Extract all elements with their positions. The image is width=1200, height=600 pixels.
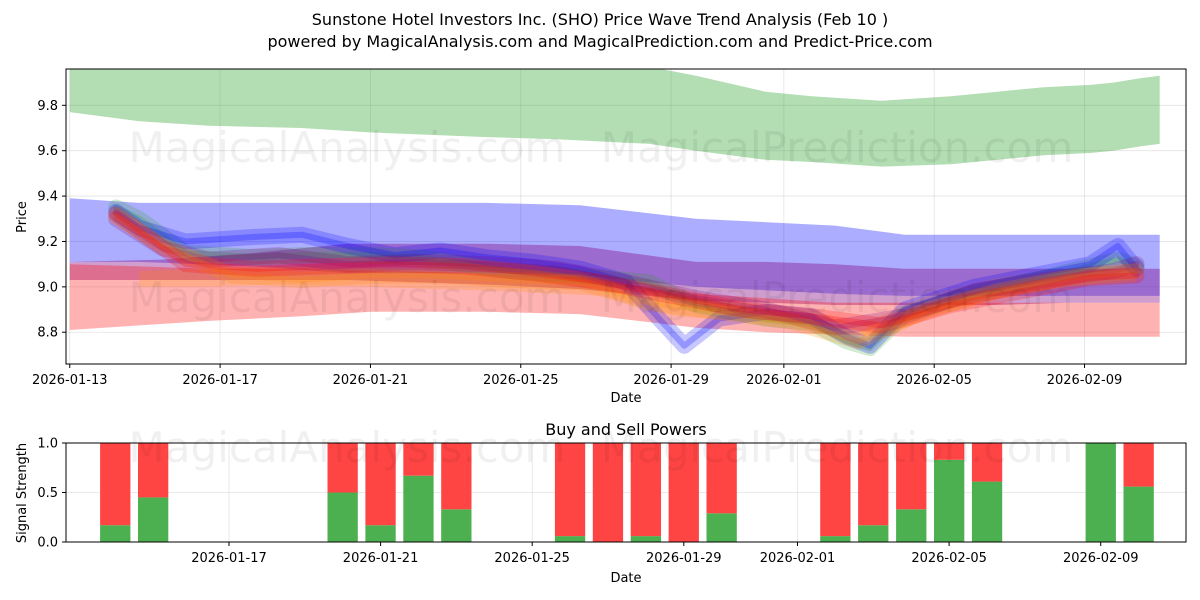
price-x-tick-label: 2026-01-25 (483, 373, 559, 388)
signal-y-tick-label: 0.5 (37, 486, 58, 501)
price-y-tick-label: 9.8 (37, 99, 58, 114)
sell-bar (365, 443, 396, 526)
price-x-tick-label: 2026-02-01 (746, 373, 822, 388)
sell-bar (971, 443, 1003, 482)
buy-bar (1123, 486, 1154, 542)
price-y-tick-label: 9.0 (37, 280, 58, 295)
price-gridlines (66, 69, 1186, 364)
blue-price-wave-core (113, 209, 1140, 349)
signal-y-axis: 0.0 0.5 1.0 (37, 437, 66, 551)
sell-bar (820, 443, 851, 537)
buy-bar (441, 509, 472, 542)
orange-forecast-band (139, 264, 1137, 349)
price-x-tick-label: 2026-01-21 (333, 373, 409, 388)
red-forecast-band (69, 264, 1160, 337)
buy-bar (327, 492, 358, 542)
signal-x-tick-label: 2026-01-17 (191, 551, 267, 566)
sell-bar (668, 443, 699, 542)
price-x-axis-label: Date (610, 391, 641, 406)
price-x-tick-label: 2026-01-17 (182, 373, 258, 388)
buy-bar (554, 536, 586, 542)
price-plot-frame (65, 68, 1187, 365)
price-y-tick-label: 9.6 (37, 144, 58, 159)
watermark-bottom-right: MagicalPrediction.com (601, 423, 1074, 472)
signal-y-tick-label: 0.0 (37, 536, 58, 551)
buy-bar (630, 536, 661, 542)
signal-x-tick-label: 2026-01-29 (646, 551, 722, 566)
signal-x-tick-label: 2026-02-09 (1063, 551, 1139, 566)
buy-bar (896, 509, 927, 542)
watermark-mid-left: MagicalAnalysis.com (129, 273, 566, 322)
price-panel: MagicalAnalysis.com MagicalPrediction.co… (15, 68, 1187, 406)
price-x-tick-label: 2026-01-29 (633, 373, 709, 388)
price-x-tick-label: 2026-02-09 (1047, 373, 1123, 388)
signal-panel-title: Buy and Sell Powers (545, 420, 707, 439)
buy-bar (858, 525, 889, 542)
chart-title-line2: powered by MagicalAnalysis.com and Magic… (267, 32, 932, 51)
purple-price-wave-core (113, 215, 1140, 331)
price-x-tick-label: 2026-01-13 (32, 373, 108, 388)
sell-bar (554, 443, 586, 537)
buy-bar (100, 525, 131, 542)
signal-y-tick-label: 1.0 (37, 437, 58, 452)
orange-price-wave-core (113, 213, 1140, 345)
forecast-bands (69, 69, 1160, 349)
green-price-wave (108, 199, 1145, 357)
sell-bar (934, 443, 965, 460)
signal-x-tick-label: 2026-02-01 (760, 551, 836, 566)
sell-bar (630, 443, 661, 537)
buy-bar (365, 525, 396, 542)
price-y-axis-label: Price (15, 201, 30, 233)
buy-bar (138, 497, 169, 542)
orange-price-wave (108, 208, 1145, 350)
green-price-wave-core (113, 204, 1140, 352)
blue-price-wave (108, 204, 1145, 354)
watermark-top-right: MagicalPrediction.com (601, 123, 1074, 172)
price-y-tick-label: 9.4 (37, 190, 58, 205)
price-waves (108, 199, 1145, 357)
red-price-wave-core (113, 211, 1140, 329)
sell-bar (592, 443, 624, 542)
sell-bar (441, 443, 472, 510)
buy-bar (1085, 443, 1116, 542)
signal-x-axis-label: Date (610, 571, 641, 586)
signal-y-axis-label: Signal Strength (15, 443, 30, 543)
buy-bar (706, 513, 737, 542)
signal-x-tick-label: 2026-01-21 (343, 551, 419, 566)
signal-panel: Buy and Sell Powers MagicalAnalysis.com … (15, 420, 1187, 586)
sell-bar (896, 443, 927, 510)
sell-bar (403, 443, 434, 476)
red-price-wave (108, 206, 1145, 334)
purple-forecast-band (69, 243, 1160, 305)
sell-bar (1123, 443, 1154, 487)
chart-title-line1: Sunstone Hotel Investors Inc. (SHO) Pric… (312, 10, 888, 29)
sell-bar (858, 443, 889, 526)
price-y-tick-label: 9.2 (37, 235, 58, 250)
buy-bar (403, 475, 434, 542)
green-forecast-band (69, 69, 1160, 167)
price-y-axis: 8.8 9.0 9.2 9.4 9.6 9.8 (37, 99, 66, 341)
signal-x-tick-label: 2026-01-25 (494, 551, 570, 566)
watermark-bottom-left: MagicalAnalysis.com (129, 423, 566, 472)
price-y-tick-label: 8.8 (37, 326, 58, 341)
signal-bars (100, 443, 1154, 542)
signal-x-axis: 2026-01-17 2026-01-21 2026-01-25 2026-01-29… (191, 542, 1139, 566)
purple-price-wave (108, 210, 1145, 336)
buy-bar (971, 481, 1003, 542)
price-x-axis: 2026-01-13 2026-01-17 2026-01-21 2026-01-25… (32, 364, 1122, 388)
sell-bar (100, 443, 131, 526)
watermark-top-left: MagicalAnalysis.com (129, 123, 566, 172)
watermark-mid-right: MagicalPrediction.com (601, 273, 1074, 322)
buy-bar (820, 536, 851, 542)
buy-bar (934, 459, 965, 542)
sell-bar (327, 443, 358, 493)
sell-bar (706, 443, 737, 514)
price-x-tick-label: 2026-02-05 (896, 373, 972, 388)
signal-x-tick-label: 2026-02-05 (911, 551, 987, 566)
blue-forecast-band (69, 198, 1160, 296)
sell-bar (138, 443, 169, 498)
